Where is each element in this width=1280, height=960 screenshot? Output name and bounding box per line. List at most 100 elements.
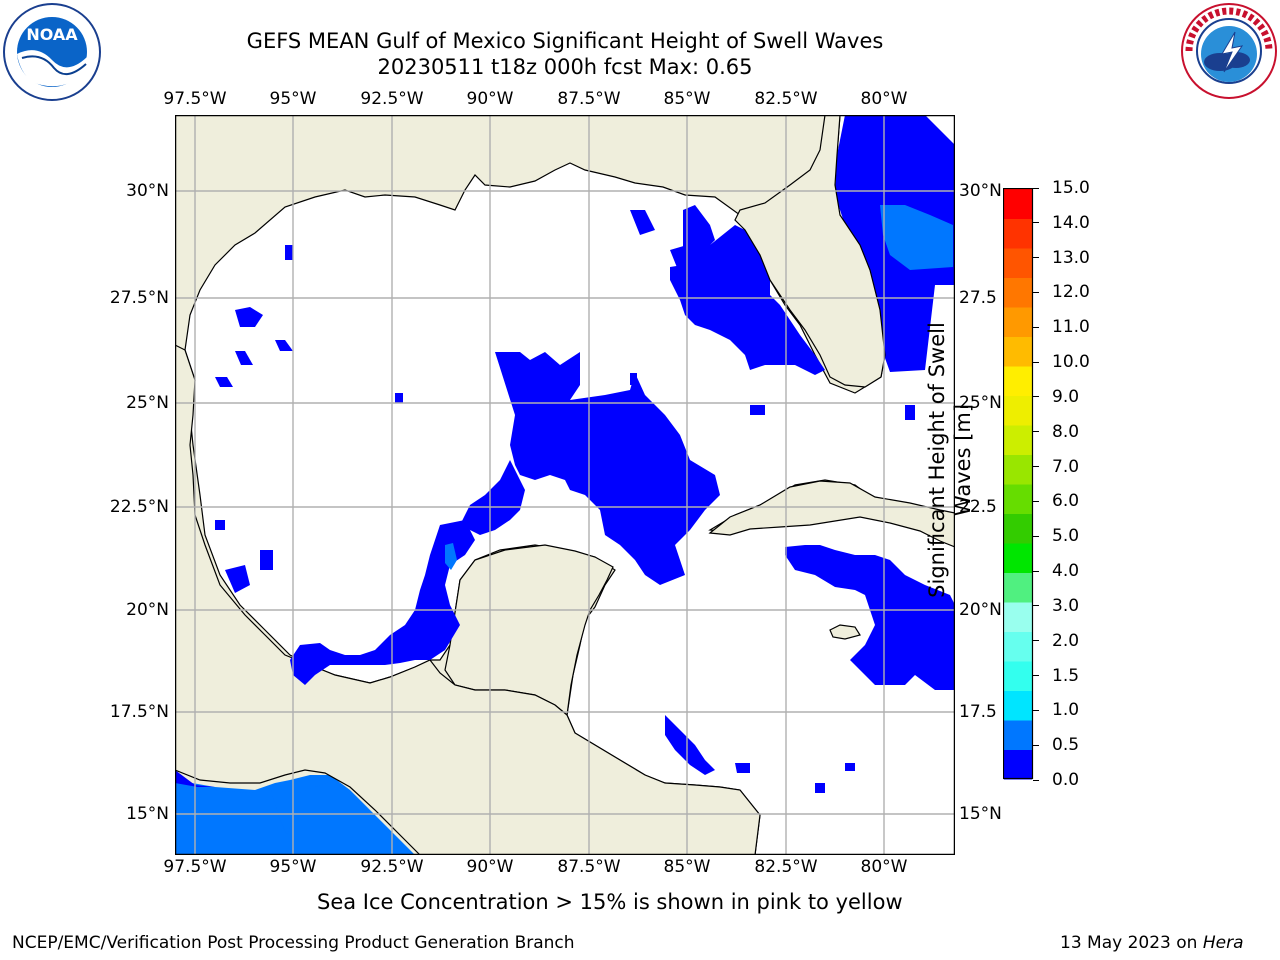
colorbar-cell (1004, 661, 1032, 691)
colorbar-tick-mark (1033, 535, 1039, 537)
colorbar-tick-label: 14.0 (1052, 212, 1090, 233)
swell-zone-05-1 (445, 543, 457, 570)
colorbar-tick-mark (1033, 326, 1039, 328)
land-central-america (175, 344, 761, 855)
colorbar-cell (1004, 513, 1032, 544)
colorbar-tick-mark (1033, 187, 1039, 189)
colorbar-tick-mark (1033, 257, 1039, 259)
lon-label-top: 92.5°W (360, 89, 424, 109)
lon-label-top: 82.5°W (754, 89, 818, 109)
lat-label-right: 30°N (959, 181, 1002, 201)
swell-zone-05-1 (175, 770, 215, 787)
lat-label-right: 15°N (959, 804, 1002, 824)
colorbar-tick-label: 1.5 (1052, 665, 1080, 686)
colorbar-tick-label: 1.0 (1052, 700, 1080, 721)
lon-label-top: 85°W (663, 89, 711, 109)
footer-host: Hera (1202, 933, 1244, 953)
colorbar-tick-mark (1033, 396, 1039, 398)
map-grid (175, 115, 955, 855)
gulf-of-mexico-map (175, 115, 955, 855)
lon-label-top: 80°W (860, 89, 908, 109)
lat-label-right: 20°N (959, 600, 1002, 620)
colorbar-cell (1004, 454, 1032, 485)
colorbar-label-line1: Significant Height of Swell (925, 322, 949, 598)
colorbar-tick-mark (1033, 222, 1039, 224)
colorbar-tick-label: 12.0 (1052, 282, 1090, 303)
colorbar-label-line2: Waves [m] (951, 403, 975, 517)
chart-title: GEFS MEAN Gulf of Mexico Significant Hei… (246, 29, 884, 53)
lat-label-left: 22.5°N (109, 497, 169, 517)
lat-label-left: 27.5°N (109, 288, 169, 308)
colorbar (1003, 188, 1034, 780)
colorbar-tick-label: 3.0 (1052, 595, 1080, 616)
colorbar-tick-label: 11.0 (1052, 317, 1090, 338)
lat-label-right: 17.5 (959, 702, 997, 722)
lon-label-top: 97.5°W (163, 89, 227, 109)
land-cuba (708, 480, 955, 548)
colorbar-tick-label: 10.0 (1052, 352, 1090, 373)
colorbar-cell (1004, 366, 1032, 396)
lat-label-right: 22.5 (959, 497, 997, 517)
colorbar-cell (1004, 336, 1032, 367)
lat-label-right: 27.5 (959, 288, 997, 308)
lat-label-left: 30°N (126, 181, 169, 201)
map-frame (175, 115, 955, 855)
colorbar-cell (1004, 307, 1032, 337)
colorbar-tick-label: 0.0 (1052, 770, 1080, 790)
colorbar-tick-label: 7.0 (1052, 456, 1080, 477)
colorbar-cell (1004, 631, 1032, 662)
lon-label-bottom: 80°W (860, 857, 908, 877)
colorbar-tick-mark (1033, 709, 1039, 711)
colorbar-cell (1004, 248, 1032, 278)
footer-date-text: 13 May 2023 on (1060, 933, 1203, 953)
colorbar-cell (1004, 572, 1032, 603)
colorbar-tick-mark (1033, 466, 1039, 468)
lon-label-top: 90°W (466, 89, 514, 109)
colorbar-tick-mark (1033, 640, 1039, 642)
lat-label-left: 17.5°N (109, 702, 169, 722)
colorbar-cell (1004, 425, 1032, 455)
colorbar-tick-label: 9.0 (1052, 386, 1080, 407)
colorbar-tick-label: 2.0 (1052, 630, 1080, 651)
colorbar-cell (1004, 189, 1032, 219)
colorbar-tick-label: 6.0 (1052, 491, 1080, 512)
lat-label-left: 15°N (126, 804, 169, 824)
noaa-logo: NOAA (3, 3, 101, 101)
colorbar-tick-label: 0.5 (1052, 735, 1080, 756)
lon-label-top: 87.5°W (557, 89, 621, 109)
colorbar-cell (1004, 720, 1032, 750)
swell-zone-05-1 (880, 205, 953, 270)
colorbar-cell (1004, 218, 1032, 249)
lon-label-bottom: 95°W (269, 857, 317, 877)
colorbar-tick-mark (1033, 431, 1039, 433)
colorbar-tick-label: 8.0 (1052, 421, 1080, 442)
lon-label-bottom: 85°W (663, 857, 711, 877)
lat-label-left: 20°N (126, 600, 169, 620)
colorbar-cell (1004, 749, 1032, 780)
colorbar-cell (1004, 543, 1032, 573)
chart-subtitle: 20230511 t18z 000h fcst Max: 0.65 (377, 55, 753, 79)
colorbar-tick-label: 5.0 (1052, 526, 1080, 547)
land-florida (734, 115, 886, 388)
lon-label-top: 95°W (269, 89, 317, 109)
noaa-logo-text: NOAA (26, 25, 78, 44)
lat-label-right: 25°N (959, 393, 1002, 413)
lon-label-bottom: 82.5°W (754, 857, 818, 877)
nws-logo (1181, 3, 1277, 99)
colorbar-cell (1004, 602, 1032, 632)
colorbar-tick-label: 4.0 (1052, 561, 1080, 582)
land-jamaica (829, 624, 861, 640)
colorbar-tick-mark (1033, 361, 1039, 363)
colorbar-tick-mark (1033, 675, 1039, 677)
colorbar-tick-mark (1033, 779, 1039, 781)
colorbar-cell (1004, 277, 1032, 308)
colorbar-cell (1004, 395, 1032, 426)
colorbar-tick-label: 15.0 (1052, 178, 1090, 198)
colorbar-tick-mark (1033, 605, 1039, 607)
colorbar-tick-mark (1033, 744, 1039, 746)
colorbar-cell (1004, 690, 1032, 721)
sea-ice-note: Sea Ice Concentration > 15% is shown in … (317, 890, 903, 914)
footer-branch: NCEP/EMC/Verification Post Processing Pr… (12, 933, 575, 953)
lon-label-bottom: 97.5°W (163, 857, 227, 877)
swell-zone-05-1 (175, 780, 405, 855)
